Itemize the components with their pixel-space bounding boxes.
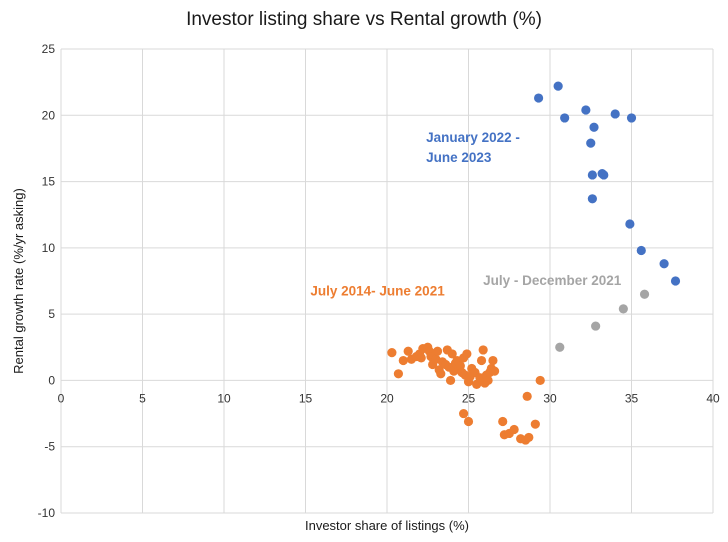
tick-labels: -10 -5 0 5 10 15 20 25 0 5 10 15 20 25 30 35 40 [38, 42, 720, 520]
data-point [618, 304, 628, 314]
data-point [586, 138, 596, 148]
data-point [560, 113, 570, 123]
y-axis-label: Rental growth rate (%/yr asking) [11, 188, 26, 374]
data-point [530, 419, 540, 429]
series-july-2014-june-2021 [387, 342, 545, 445]
data-point [555, 342, 565, 352]
data-point [387, 347, 397, 358]
data-point [522, 391, 532, 401]
data-point [393, 369, 404, 379]
series-annotation: July - December 2021 [483, 273, 622, 288]
data-point [445, 375, 456, 386]
data-point [591, 321, 601, 331]
data-point [489, 366, 500, 376]
data-point [636, 245, 646, 256]
data-point [639, 289, 650, 299]
data-point [483, 375, 493, 386]
data-point [463, 416, 474, 427]
data-points [387, 81, 681, 445]
data-point [476, 355, 487, 366]
y-tick-label: -10 [38, 506, 56, 520]
gridlines [60, 48, 714, 514]
data-point [459, 408, 469, 419]
data-point [498, 416, 508, 427]
y-tick-label: 25 [42, 42, 56, 56]
y-tick-label: 20 [42, 108, 56, 122]
data-point [416, 353, 426, 363]
data-point [533, 93, 544, 103]
data-point [488, 355, 498, 366]
data-point [509, 424, 519, 435]
data-point [398, 355, 408, 366]
y-tick-label: 5 [48, 307, 55, 321]
x-tick-label: 40 [706, 391, 720, 405]
y-tick-label: -5 [44, 440, 55, 454]
x-tick-label: 30 [543, 391, 557, 405]
x-tick-label: 10 [217, 391, 231, 405]
data-point [599, 170, 609, 180]
y-tick-label: 15 [42, 175, 56, 189]
data-point [626, 113, 637, 123]
series-annotation: January 2022 -June 2023 [426, 130, 520, 165]
data-point [610, 109, 620, 119]
series-january-2022-june-2023 [533, 81, 681, 286]
series-july-december-2021 [555, 289, 650, 352]
data-point [587, 194, 597, 204]
data-point [581, 105, 591, 115]
data-point [462, 349, 472, 359]
x-tick-label: 0 [58, 391, 65, 405]
x-tick-label: 5 [139, 391, 146, 405]
x-tick-label: 20 [380, 391, 394, 405]
data-point [589, 122, 599, 132]
x-tick-label: 35 [625, 391, 639, 405]
chart-title: Investor listing share vs Rental growth … [186, 9, 542, 30]
x-tick-label: 25 [462, 391, 476, 405]
data-point [436, 369, 446, 379]
data-point [670, 276, 681, 286]
data-point [659, 259, 669, 269]
data-point [625, 219, 635, 229]
data-point [524, 432, 534, 443]
y-tick-label: 0 [48, 373, 55, 387]
data-point [587, 170, 597, 180]
data-point [535, 375, 545, 386]
data-point [447, 349, 457, 359]
x-axis-label: Investor share of listings (%) [305, 518, 469, 533]
data-point [478, 345, 488, 355]
x-tick-label: 15 [299, 391, 313, 405]
annotations: January 2022 -June 2023 July - December 2… [310, 130, 621, 299]
series-annotation: July 2014- June 2021 [310, 284, 445, 299]
y-tick-label: 10 [42, 241, 56, 255]
data-point [432, 346, 443, 356]
data-point [553, 81, 563, 91]
data-point [403, 346, 413, 356]
